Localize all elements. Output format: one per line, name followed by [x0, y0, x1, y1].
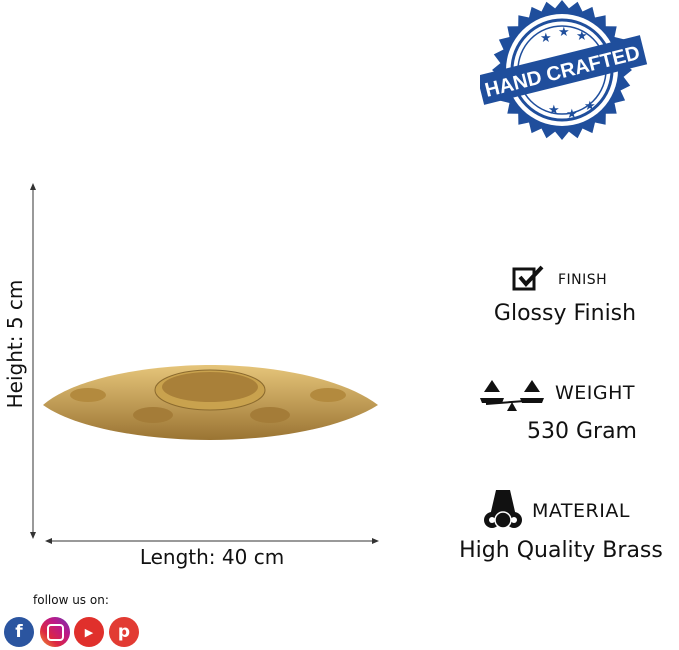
svg-text:★: ★: [558, 25, 570, 40]
svg-text:★: ★: [540, 31, 552, 46]
weight-value: 530 Gram: [527, 419, 637, 444]
height-arrow: [30, 183, 36, 539]
follow-us-label: follow us on:: [33, 593, 109, 607]
height-label: Height: 5 cm: [3, 279, 27, 409]
product-image-brass-diya-plate: [43, 365, 378, 440]
checkbox-icon: [512, 265, 544, 291]
svg-text:★: ★: [584, 99, 596, 114]
finish-value: Glossy Finish: [493, 301, 637, 326]
facebook-icon[interactable]: f: [4, 617, 34, 647]
weight-label: WEIGHT: [555, 382, 636, 404]
svg-text:★: ★: [566, 107, 578, 122]
finish-label: FINISH: [558, 272, 608, 288]
material-rolls-icon: [484, 490, 522, 529]
pinterest-icon[interactable]: p: [109, 617, 139, 647]
material-value: High Quality Brass: [459, 538, 663, 563]
scale-icon: [480, 380, 544, 411]
instagram-icon[interactable]: [40, 617, 70, 647]
length-label: Length: 40 cm: [139, 545, 285, 569]
length-arrow: [45, 538, 379, 544]
youtube-icon[interactable]: ▶: [74, 617, 104, 647]
svg-text:★: ★: [576, 29, 588, 44]
material-label: MATERIAL: [532, 500, 630, 522]
hand-crafted-badge: ★ ★ ★ ★ ★ ★ HAND CRAFTED: [480, 0, 648, 140]
svg-text:★: ★: [548, 103, 560, 118]
